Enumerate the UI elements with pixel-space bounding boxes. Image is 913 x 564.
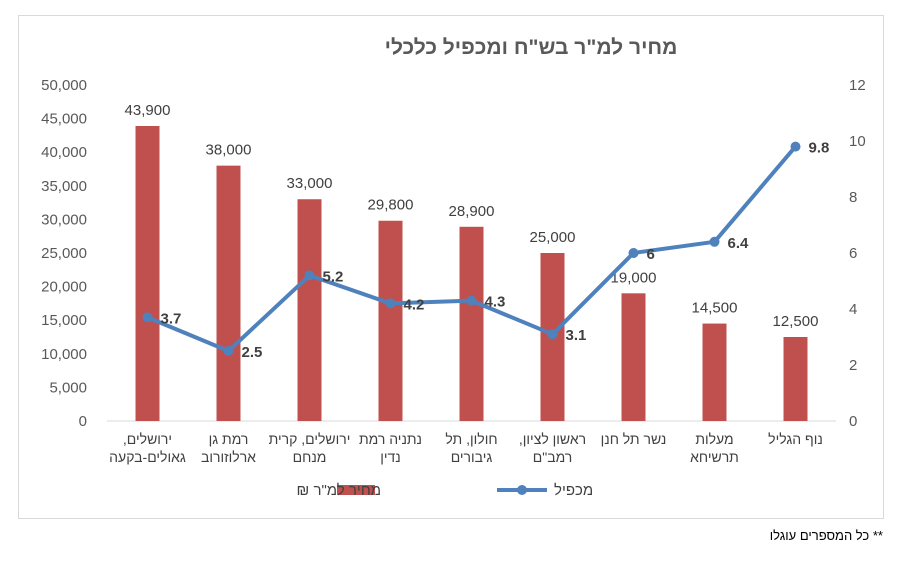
bar-data-label: 43,900 — [125, 102, 171, 119]
line-point — [628, 248, 639, 258]
line-data-label: 5.2 — [323, 268, 344, 285]
right-tick-label: 10 — [849, 133, 866, 150]
line-point — [466, 295, 477, 306]
legend-line-marker — [517, 485, 527, 495]
chart-area: מחיר למ"ר בש"ח ומכפיל כלכלי 0 5,000 10,000… — [18, 15, 884, 519]
x-tick-label-line: ראשון לציון, — [519, 431, 586, 447]
x-tick-label: מעלות תרשיחא — [690, 431, 739, 465]
line-point — [304, 270, 315, 281]
bar — [783, 337, 808, 421]
x-tick-label-line: מעלות — [695, 431, 733, 447]
right-tick-label: 0 — [849, 413, 857, 430]
left-tick-label: 40,000 — [41, 144, 87, 161]
x-tick-label-line: נוף הגליל — [768, 431, 823, 447]
line-point — [385, 298, 396, 309]
bar-series: 43,900 38,000 33,000 29,800 28,900 25,000 19,0… — [125, 102, 819, 421]
bar — [621, 293, 646, 421]
x-tick-label: רמת גן ארלוזורוב — [201, 431, 256, 465]
x-tick-label-line: ירושלים, — [123, 431, 172, 447]
bar-data-label: 29,800 — [368, 197, 414, 214]
bar — [297, 199, 322, 421]
x-tick-label-line: מנחם — [293, 449, 327, 465]
bar — [459, 226, 484, 421]
x-tick-label-line: רמב"ם — [533, 449, 573, 465]
footnote: ** כל המספרים עוגלו — [769, 528, 883, 543]
x-axis-labels: ירושלים, גאולים-בקעה רמת גן ארלוזורוב ירושלי… — [109, 431, 823, 465]
right-tick-label: 2 — [849, 357, 857, 374]
left-tick-label: 5,000 — [49, 379, 87, 396]
line-series: 3.7 2.5 5.2 4.2 4.3 3.1 6 6.4 9.8 — [142, 140, 830, 361]
bar — [378, 220, 403, 421]
right-tick-label: 6 — [849, 245, 857, 262]
left-tick-label: 35,000 — [41, 178, 87, 195]
x-tick-label-line: ירושלים, קרית — [269, 431, 351, 447]
x-tick-label-line: תרשיחא — [690, 449, 739, 465]
line-point — [142, 312, 153, 323]
line-point — [223, 346, 234, 356]
x-tick-label-line: נשר תל חנן — [601, 431, 667, 447]
left-tick-label: 45,000 — [41, 111, 87, 128]
x-tick-label: ראשון לציון, רמב"ם — [519, 431, 586, 465]
legend-bar-swatch — [337, 485, 375, 495]
x-tick-label-line: ארלוזורוב — [201, 449, 256, 465]
bar — [702, 323, 727, 421]
line-data-label: 6.4 — [728, 235, 750, 252]
line-data-label: 2.5 — [242, 344, 263, 361]
left-tick-label: 30,000 — [41, 211, 87, 228]
bar-data-label: 28,900 — [449, 203, 495, 220]
x-tick-label: ירושלים, קרית מנחם — [269, 431, 351, 465]
line-data-label: 4.3 — [485, 294, 506, 311]
x-tick-label-line: חולון, תל — [445, 431, 497, 447]
left-tick-label: 25,000 — [41, 245, 87, 262]
legend-line-label: מכפיל — [554, 482, 593, 499]
x-tick-label-line: גאולים-בקעה — [109, 449, 186, 465]
bar-data-label: 38,000 — [206, 142, 252, 159]
line-data-label: 3.1 — [566, 327, 587, 344]
line-data-label: 3.7 — [161, 310, 182, 327]
line-point — [709, 236, 720, 247]
right-tick-label: 4 — [849, 301, 857, 318]
right-y-axis: 0 2 4 6 8 10 12 — [849, 77, 866, 430]
bar-data-label: 33,000 — [287, 175, 333, 192]
left-tick-label: 50,000 — [41, 77, 87, 94]
bar-data-label: 25,000 — [530, 229, 576, 246]
left-tick-label: 15,000 — [41, 312, 87, 329]
right-tick-label: 8 — [849, 189, 857, 206]
line-data-label: 6 — [647, 246, 655, 263]
x-tick-label-line: רמת גן — [209, 431, 249, 447]
left-tick-label: 10,000 — [41, 346, 87, 363]
line-data-label: 9.8 — [809, 140, 830, 157]
bar — [216, 165, 241, 421]
left-tick-label: 0 — [79, 413, 87, 430]
x-tick-label-line: נתניה רמת — [359, 431, 422, 447]
x-tick-label: חולון, תל גיבורים — [445, 431, 497, 465]
line-data-label: 4.2 — [404, 296, 425, 313]
x-tick-label: נשר תל חנן — [601, 431, 667, 447]
bar — [135, 125, 160, 421]
legend-bar-label: מחיר למ"ר ₪ — [297, 482, 381, 499]
line-point — [790, 141, 801, 152]
x-tick-label-line: גיבורים — [451, 449, 493, 465]
chart-svg: מחיר למ"ר בש"ח ומכפיל כלכלי 0 5,000 10,000… — [41, 36, 866, 499]
bar-data-label: 14,500 — [692, 300, 738, 317]
x-tick-label: נתניה רמת נדין — [359, 431, 422, 465]
right-tick-label: 12 — [849, 77, 866, 94]
x-tick-label-line: נדין — [380, 449, 400, 465]
chart-title: מחיר למ"ר בש"ח ומכפיל כלכלי — [385, 36, 678, 59]
left-tick-label: 20,000 — [41, 279, 87, 296]
line-point — [547, 329, 558, 340]
x-tick-label: ירושלים, גאולים-בקעה — [109, 431, 186, 465]
bar-data-label: 19,000 — [611, 269, 657, 286]
x-tick-label: נוף הגליל — [768, 431, 823, 447]
bar-data-label: 12,500 — [773, 313, 819, 330]
legend: מחיר למ"ר ₪ מכפיל — [297, 482, 594, 499]
